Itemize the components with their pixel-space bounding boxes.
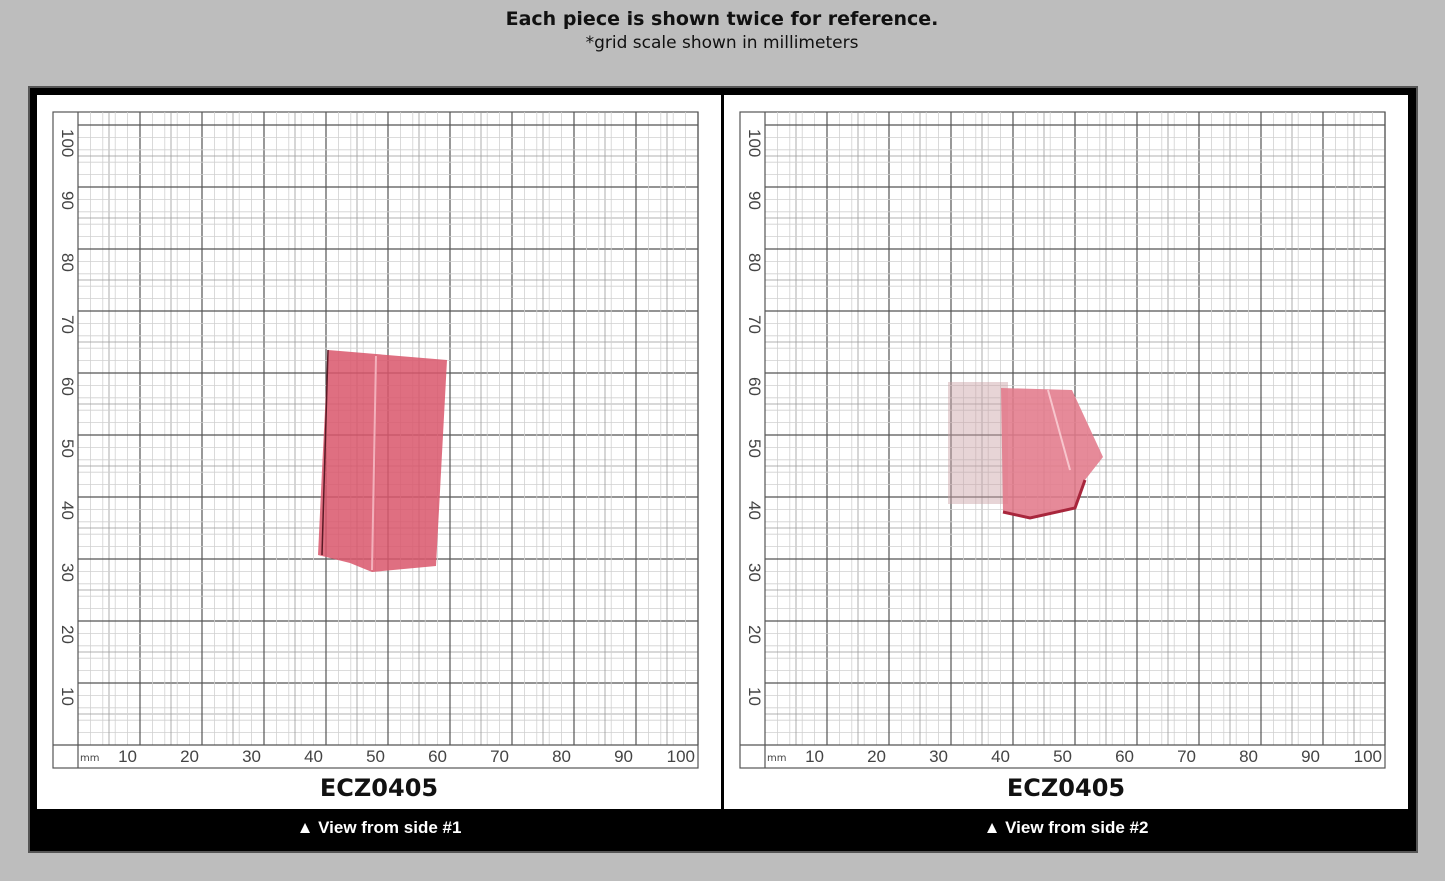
crystal-edge xyxy=(371,355,377,571)
x-scale-label: 70 xyxy=(490,747,509,766)
x-scale-label: 50 xyxy=(366,747,385,766)
y-scale-label: 100 xyxy=(745,129,764,157)
x-scale-label: 60 xyxy=(1115,747,1134,766)
y-scale-label: 100 xyxy=(58,129,77,157)
x-scale-label: 40 xyxy=(991,747,1010,766)
y-scale-label: 20 xyxy=(58,625,77,644)
x-scale-label: 100 xyxy=(667,747,695,766)
x-scale-label: 100 xyxy=(1354,747,1382,766)
view-caption: ▲ View from side #1 xyxy=(297,818,462,837)
piece-code: ECZ0405 xyxy=(320,774,438,802)
y-scale-label: 10 xyxy=(58,687,77,706)
subtitle: *grid scale shown in millimeters xyxy=(586,33,859,53)
piece-code: ECZ0405 xyxy=(1007,774,1125,802)
x-scale-label: 40 xyxy=(304,747,323,766)
x-scale-label: 70 xyxy=(1177,747,1196,766)
x-scale-label: 80 xyxy=(1239,747,1258,766)
x-scale-label: 60 xyxy=(428,747,447,766)
view-caption: ▲ View from side #2 xyxy=(984,818,1149,837)
unit-label: mm xyxy=(767,753,786,764)
crystal-edge xyxy=(1047,389,1071,471)
x-scale-label: 20 xyxy=(180,747,199,766)
title: Each piece is shown twice for reference. xyxy=(506,8,939,30)
y-scale-label: 90 xyxy=(745,191,764,210)
x-scale-label: 50 xyxy=(1053,747,1072,766)
y-scale-label: 70 xyxy=(745,315,764,334)
y-scale-label: 20 xyxy=(745,625,764,644)
y-scale-label: 80 xyxy=(58,253,77,272)
y-scale-label: 50 xyxy=(58,439,77,458)
unit-label: mm xyxy=(80,753,99,764)
x-scale-label: 10 xyxy=(118,747,137,766)
y-scale-label: 30 xyxy=(745,563,764,582)
x-scale-label: 90 xyxy=(1301,747,1320,766)
y-scale-label: 80 xyxy=(745,253,764,272)
y-scale-label: 90 xyxy=(58,191,77,210)
y-scale-label: 40 xyxy=(745,501,764,520)
crystal-edge xyxy=(321,349,329,556)
x-scale-label: 80 xyxy=(552,747,571,766)
y-scale-label: 40 xyxy=(58,501,77,520)
x-scale-label: 90 xyxy=(614,747,633,766)
y-scale-label: 30 xyxy=(58,563,77,582)
y-scale-label: 50 xyxy=(745,439,764,458)
y-scale-label: 10 xyxy=(745,687,764,706)
panel: 10 20 30 40 50 60 70 80 90 100 10 20 30 40 50 60 70 80 90 1… xyxy=(52,111,699,837)
crystal-shadow xyxy=(948,382,1008,504)
x-scale-label: 20 xyxy=(867,747,886,766)
x-scale-label: 10 xyxy=(805,747,824,766)
y-scale-label: 60 xyxy=(745,377,764,396)
panel: 10 20 30 40 50 60 70 80 90 100 10 20 30 40 50 60 70 80 90 1… xyxy=(739,111,1386,837)
crystal xyxy=(318,350,447,572)
x-scale-label: 30 xyxy=(242,747,261,766)
y-scale-label: 60 xyxy=(58,377,77,396)
crystal-edge xyxy=(1002,479,1087,520)
x-scale-label: 30 xyxy=(929,747,948,766)
crystal xyxy=(1001,388,1103,518)
y-scale-label: 70 xyxy=(58,315,77,334)
